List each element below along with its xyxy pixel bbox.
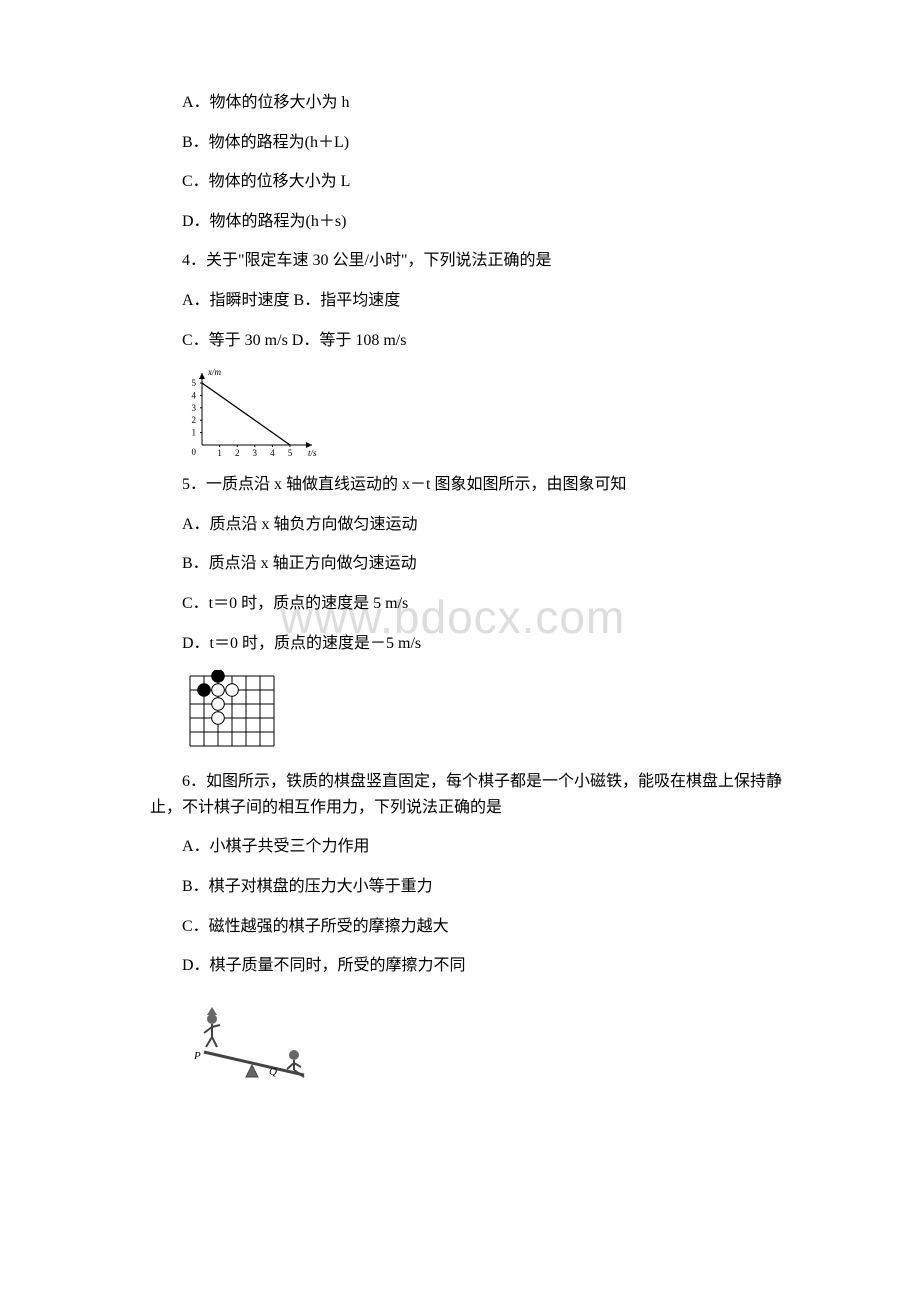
go-board	[184, 670, 810, 755]
q4-option-cd: C．等于 30 m/s D．等于 108 m/s	[150, 328, 810, 354]
q6-stem: 6．如图所示，铁质的棋盘竖直固定，每个棋子都是一个小磁铁，能吸在棋盘上保持静止，…	[150, 769, 810, 820]
q5-option-c: C．t＝0 时，质点的速度是 5 m/s	[150, 591, 810, 617]
svg-text:0: 0	[192, 447, 197, 457]
svg-text:5: 5	[288, 448, 293, 458]
xt-graph: 5 4 3 2 1 1 2 3 4 5 0 x/m t/s	[180, 367, 810, 464]
svg-text:P: P	[193, 1050, 201, 1062]
q6-option-b: B．棋子对棋盘的压力大小等于重力	[150, 874, 810, 900]
q3-option-c: C．物体的位移大小为 L	[150, 169, 810, 195]
svg-text:t/s: t/s	[308, 448, 317, 458]
q6-option-d: D．棋子质量不同时，所受的摩擦力不同	[150, 953, 810, 979]
q5-option-d: D．t＝0 时，质点的速度是－5 m/s	[150, 631, 810, 657]
svg-text:2: 2	[235, 448, 240, 458]
q5-option-b: B．质点沿 x 轴正方向做匀速运动	[150, 551, 810, 577]
svg-text:1: 1	[192, 428, 197, 438]
q6-option-c: C．磁性越强的棋子所受的摩擦力越大	[150, 914, 810, 940]
svg-text:1: 1	[217, 448, 222, 458]
svg-text:4: 4	[270, 448, 275, 458]
svg-text:x/m: x/m	[207, 367, 221, 377]
q6-option-a: A．小棋子共受三个力作用	[150, 834, 810, 860]
svg-text:3: 3	[192, 403, 197, 413]
q3-option-a: A．物体的位移大小为 h	[150, 90, 810, 116]
q3-option-d: D．物体的路程为(h＋s)	[150, 209, 810, 235]
svg-text:5: 5	[192, 378, 197, 388]
svg-text:3: 3	[253, 448, 258, 458]
q4-option-ab: A．指瞬时速度 B．指平均速度	[150, 288, 810, 314]
svg-text:4: 4	[192, 391, 197, 401]
svg-text:Q: Q	[269, 1066, 277, 1078]
seesaw-figure: PQ	[184, 997, 810, 1092]
q4-stem: 4．关于"限定车速 30 公里/小时"，下列说法正确的是	[150, 248, 810, 274]
q3-option-b: B．物体的路程为(h＋L)	[150, 130, 810, 156]
q5-option-a: A．质点沿 x 轴负方向做匀速运动	[150, 512, 810, 538]
svg-text:2: 2	[192, 415, 197, 425]
q5-stem: 5．一质点沿 x 轴做直线运动的 x－t 图象如图所示，由图象可知	[150, 472, 810, 498]
page-content: A．物体的位移大小为 h B．物体的路程为(h＋L) C．物体的位移大小为 L …	[150, 90, 810, 1092]
